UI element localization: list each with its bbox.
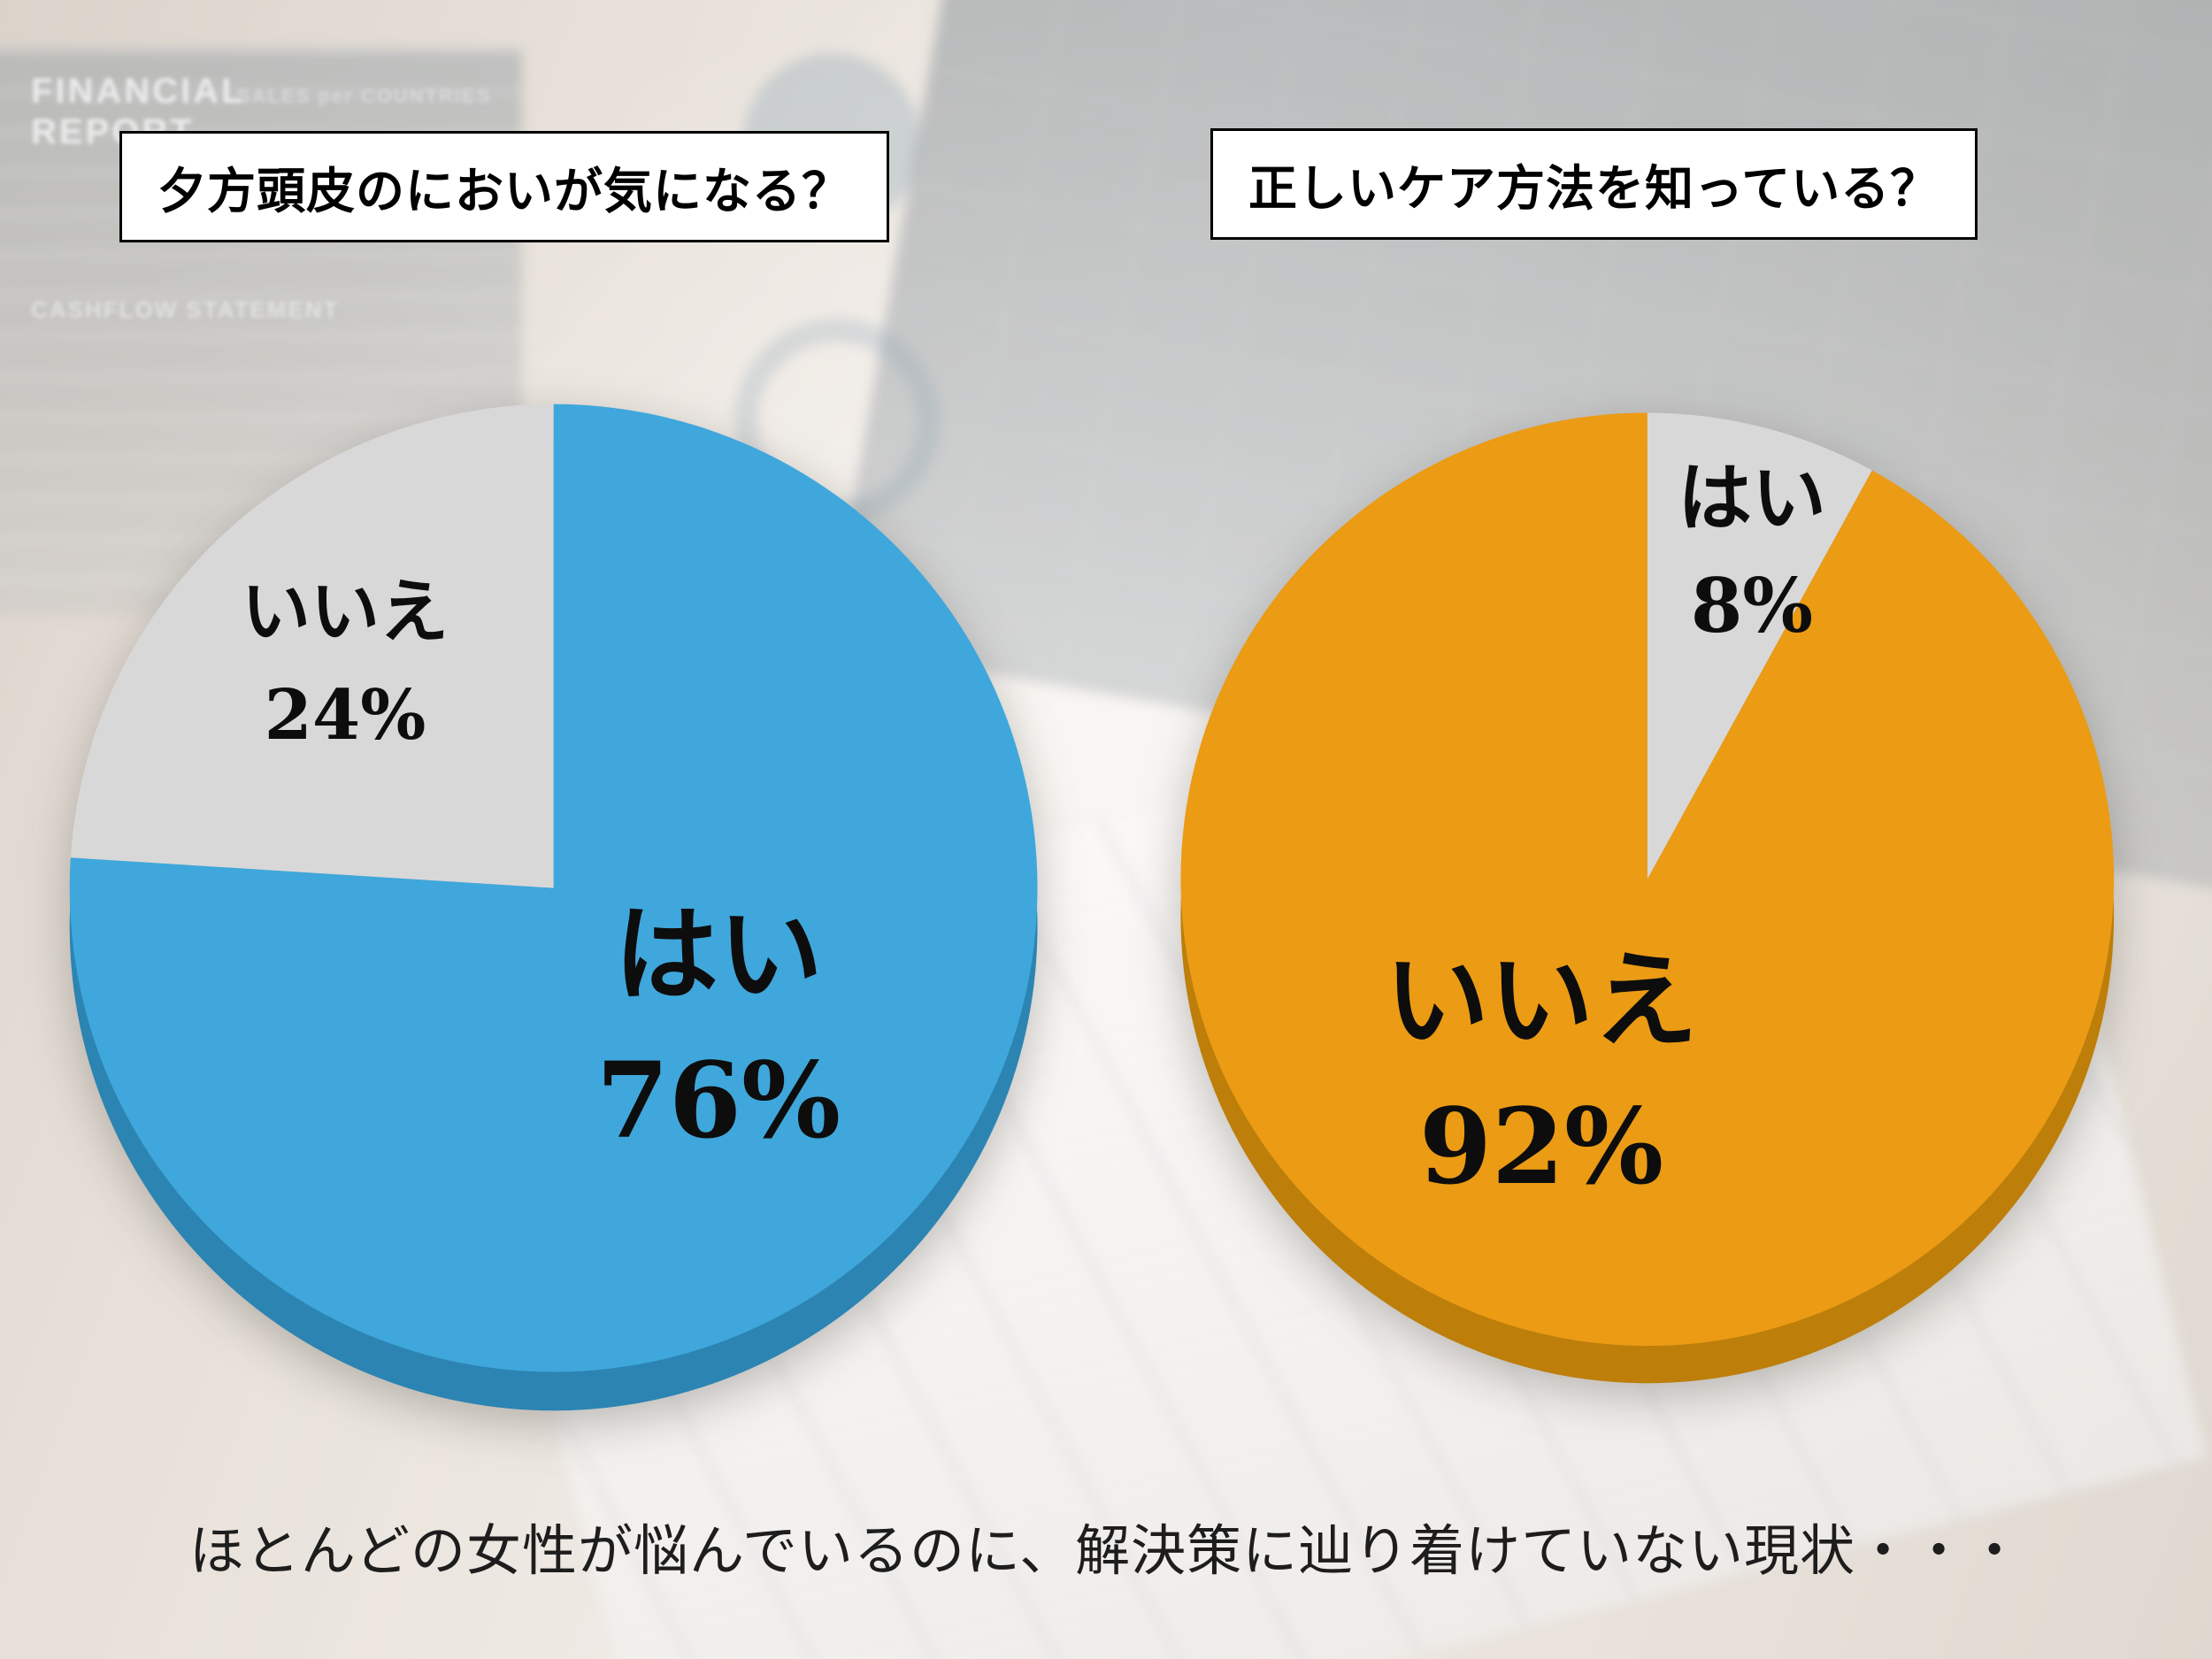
pie-left-slice-label-no: いいえ 24%: [241, 572, 449, 756]
pie-left-slice-label-yes: はい 76%: [595, 893, 841, 1163]
pie-chart-left: いいえ 24% はい 76%: [62, 396, 1053, 1418]
cashflow-statement-label: CASHFLOW STATEMENT: [31, 296, 340, 323]
question-title-left: 夕方頭皮のにおいが気になる？: [119, 131, 890, 242]
bottom-caption: ほとんどの女性が悩んでいるのに、解決策に辿り着けていない現状・・・: [188, 1521, 2024, 1582]
pie-chart-right: はい 8% いいえ 92%: [1173, 405, 2129, 1391]
sales-countries-label: SALES per COUNTRIES: [237, 85, 492, 107]
pie-chart-left-svg: [69, 403, 1038, 1411]
question-title-right: 正しいケア方法を知っている？: [1210, 128, 1978, 240]
pie-right-slice-label-no: いいえ 92%: [1384, 939, 1698, 1209]
pie-chart-right-svg: [1180, 412, 2115, 1384]
pie-right-slice-label-yes: はい 8%: [1677, 454, 1826, 649]
